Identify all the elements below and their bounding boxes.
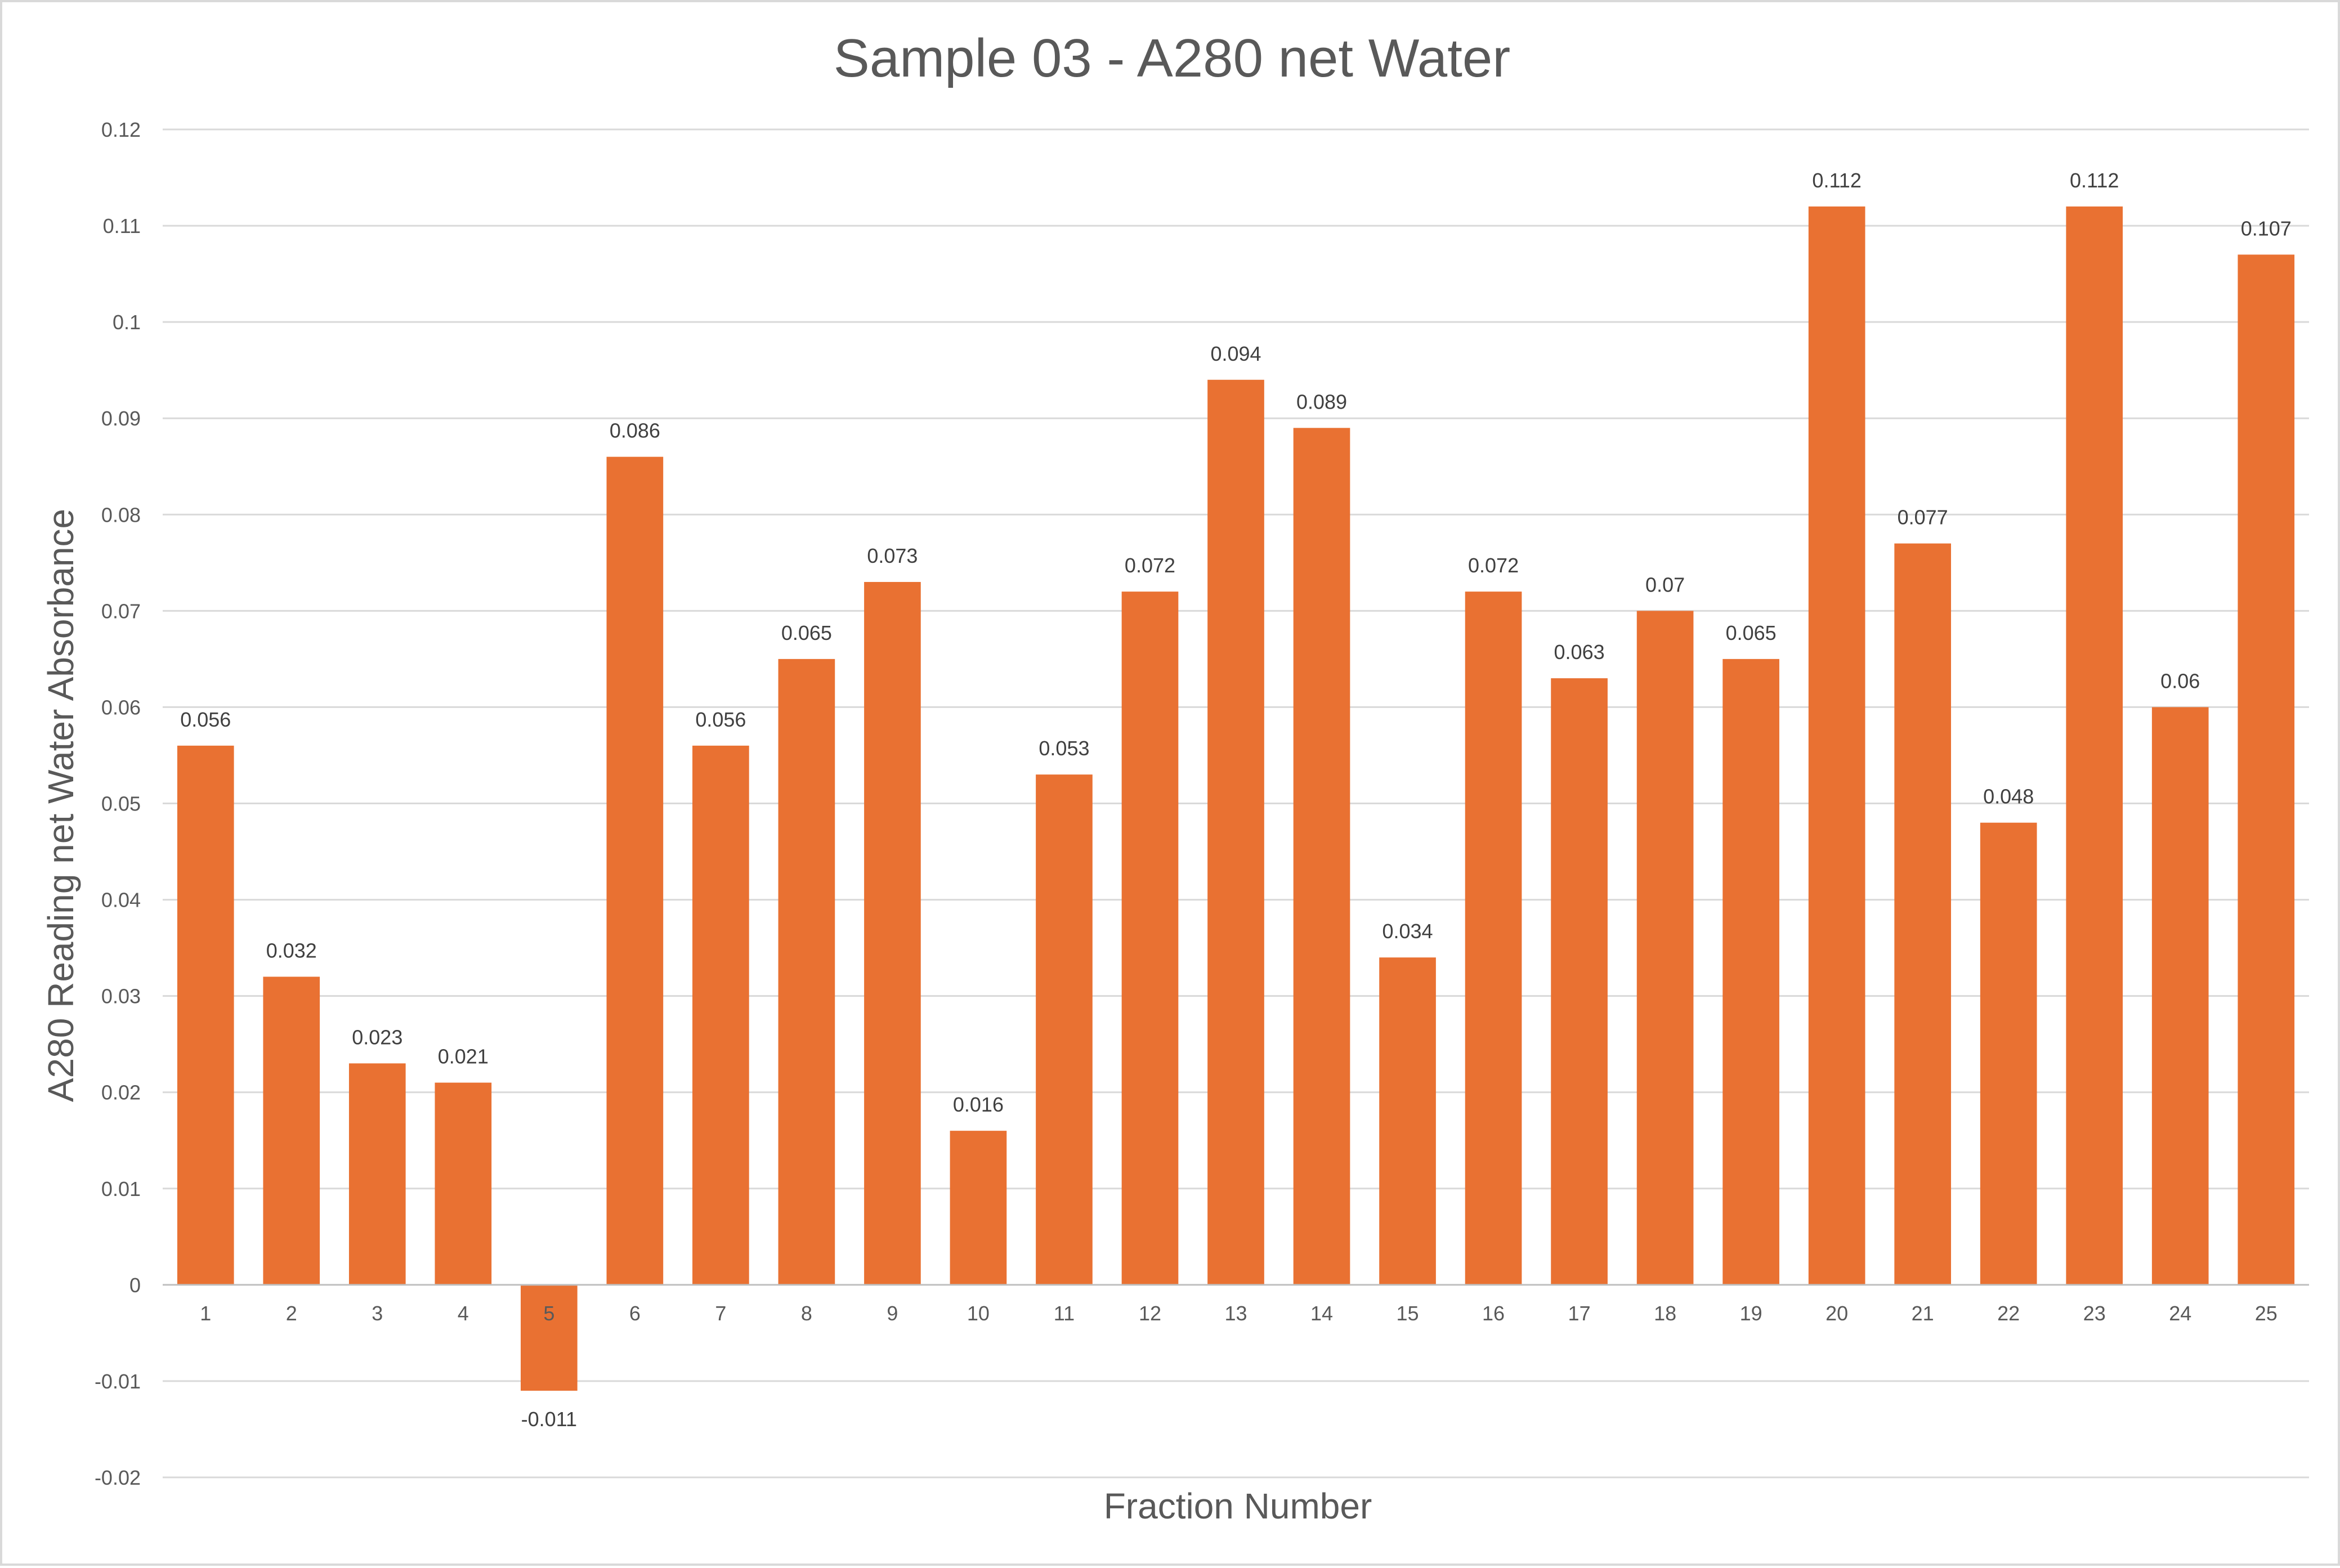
- chart-title: Sample 03 - A280 net Water: [834, 28, 1510, 88]
- y-tick-label: 0.05: [101, 792, 141, 816]
- bar: [692, 745, 749, 1285]
- y-tick-label: 0.04: [101, 889, 141, 912]
- y-tick-label: 0: [129, 1274, 141, 1297]
- x-tick-label: 22: [1997, 1302, 2020, 1325]
- data-label: 0.016: [953, 1093, 1004, 1116]
- data-label: 0.065: [781, 621, 832, 644]
- y-tick-label: 0.03: [101, 985, 141, 1008]
- bar: [778, 658, 835, 1285]
- y-tick-label: 0.1: [113, 311, 141, 334]
- y-tick-label: -0.02: [95, 1466, 141, 1489]
- x-tick-label: 3: [372, 1302, 383, 1325]
- x-tick-label: 17: [1568, 1302, 1591, 1325]
- x-tick-label: 19: [1740, 1302, 1762, 1325]
- y-tick-label: 0.08: [101, 503, 141, 526]
- x-tick-label: 12: [1139, 1302, 1161, 1325]
- data-label: 0.065: [1726, 621, 1777, 644]
- data-label: 0.032: [266, 939, 317, 962]
- y-tick-label: 0.07: [101, 599, 141, 622]
- bar: [1808, 206, 1865, 1285]
- x-tick-label: 15: [1397, 1302, 1419, 1325]
- bar: [1894, 543, 1951, 1285]
- bar: [263, 976, 320, 1285]
- x-tick-label: 24: [2169, 1302, 2191, 1325]
- bar: [1465, 592, 1522, 1285]
- data-label: 0.048: [1983, 785, 2034, 808]
- bar: [521, 1284, 578, 1391]
- x-tick-label: 8: [801, 1302, 812, 1325]
- x-axis-title: Fraction Number: [1104, 1486, 1372, 1526]
- bar: [1036, 774, 1093, 1285]
- bar: [1980, 822, 2037, 1285]
- x-tick-label: 16: [1482, 1302, 1505, 1325]
- data-label: 0.023: [352, 1025, 402, 1049]
- x-tick-label: 21: [1912, 1302, 1934, 1325]
- data-label: 0.056: [180, 708, 231, 731]
- data-label: 0.053: [1039, 737, 1089, 760]
- bar: [1207, 379, 1264, 1285]
- x-tick-label: 11: [1054, 1302, 1075, 1325]
- x-tick-label: 7: [715, 1302, 726, 1325]
- bar: [1293, 428, 1350, 1285]
- x-tick-label: 14: [1310, 1302, 1333, 1325]
- data-label: 0.107: [2241, 217, 2292, 240]
- y-tick-label: -0.01: [95, 1370, 141, 1393]
- bar: [1636, 611, 1694, 1285]
- bar: [348, 1063, 406, 1285]
- y-tick-label: 0.06: [101, 696, 141, 719]
- bar: [950, 1131, 1007, 1285]
- x-tick-label: 9: [887, 1302, 898, 1325]
- y-tick-label: 0.02: [101, 1081, 141, 1104]
- data-label: 0.086: [610, 419, 660, 442]
- x-tick-label: 10: [967, 1302, 990, 1325]
- bar: [177, 745, 234, 1285]
- bar: [1121, 592, 1179, 1285]
- x-tick-label: 5: [543, 1302, 554, 1325]
- y-tick-label: 0.01: [101, 1177, 141, 1200]
- bar: [864, 582, 921, 1285]
- bar: [2066, 206, 2123, 1285]
- data-label: 0.112: [2070, 169, 2119, 192]
- data-label: 0.07: [1645, 573, 1685, 596]
- data-label: 0.021: [438, 1045, 489, 1068]
- bar: [1551, 678, 1608, 1285]
- data-label: 0.06: [2160, 669, 2200, 692]
- x-tick-label: 18: [1654, 1302, 1676, 1325]
- x-tick-label: 25: [2255, 1302, 2278, 1325]
- x-tick-label: 1: [200, 1302, 211, 1325]
- data-label: 0.112: [1812, 169, 1861, 192]
- y-axis-ticks: -0.02 -0.01 0 0.01 0.02 0.03 0.04 0.05 0.06 0.07 0…: [95, 118, 141, 1489]
- x-tick-label: 13: [1224, 1302, 1247, 1325]
- bar: [606, 456, 664, 1285]
- data-label: 0.063: [1554, 640, 1605, 664]
- bars: [177, 206, 2295, 1391]
- data-label: 0.089: [1296, 390, 1347, 413]
- data-label: -0.011: [521, 1408, 577, 1431]
- y-tick-label: 0.11: [103, 214, 141, 238]
- bar: [1722, 658, 1779, 1285]
- x-tick-label: 2: [286, 1302, 297, 1325]
- data-label: 0.072: [1468, 554, 1519, 577]
- data-label: 0.072: [1125, 554, 1175, 577]
- y-axis-title: A280 Reading net Water Absorbance: [41, 509, 81, 1102]
- x-tick-label: 23: [2083, 1302, 2106, 1325]
- bar: [1379, 957, 1436, 1285]
- data-label: 0.094: [1210, 342, 1261, 365]
- data-label: 0.034: [1382, 920, 1433, 943]
- y-tick-label: 0.12: [101, 118, 141, 141]
- x-tick-label: 6: [629, 1302, 641, 1325]
- data-labels: 0.056 0.032 0.023 0.021 -0.011 0.086 0.056 0.06…: [180, 169, 2292, 1431]
- x-tick-label: 4: [458, 1302, 469, 1325]
- bar: [2151, 707, 2209, 1285]
- x-tick-label: 20: [1826, 1302, 1848, 1325]
- data-label: 0.073: [867, 544, 918, 567]
- bar: [2238, 254, 2295, 1285]
- data-label: 0.056: [695, 708, 746, 731]
- x-axis-ticks: 1 2 3 4 5 6 7 8 9 10 11 12 13 14 15 16 17 18 19 20 21 22 23 24 2…: [200, 1302, 2278, 1325]
- y-tick-label: 0.09: [101, 407, 141, 430]
- data-label: 0.077: [1898, 506, 1948, 529]
- bar: [435, 1082, 492, 1285]
